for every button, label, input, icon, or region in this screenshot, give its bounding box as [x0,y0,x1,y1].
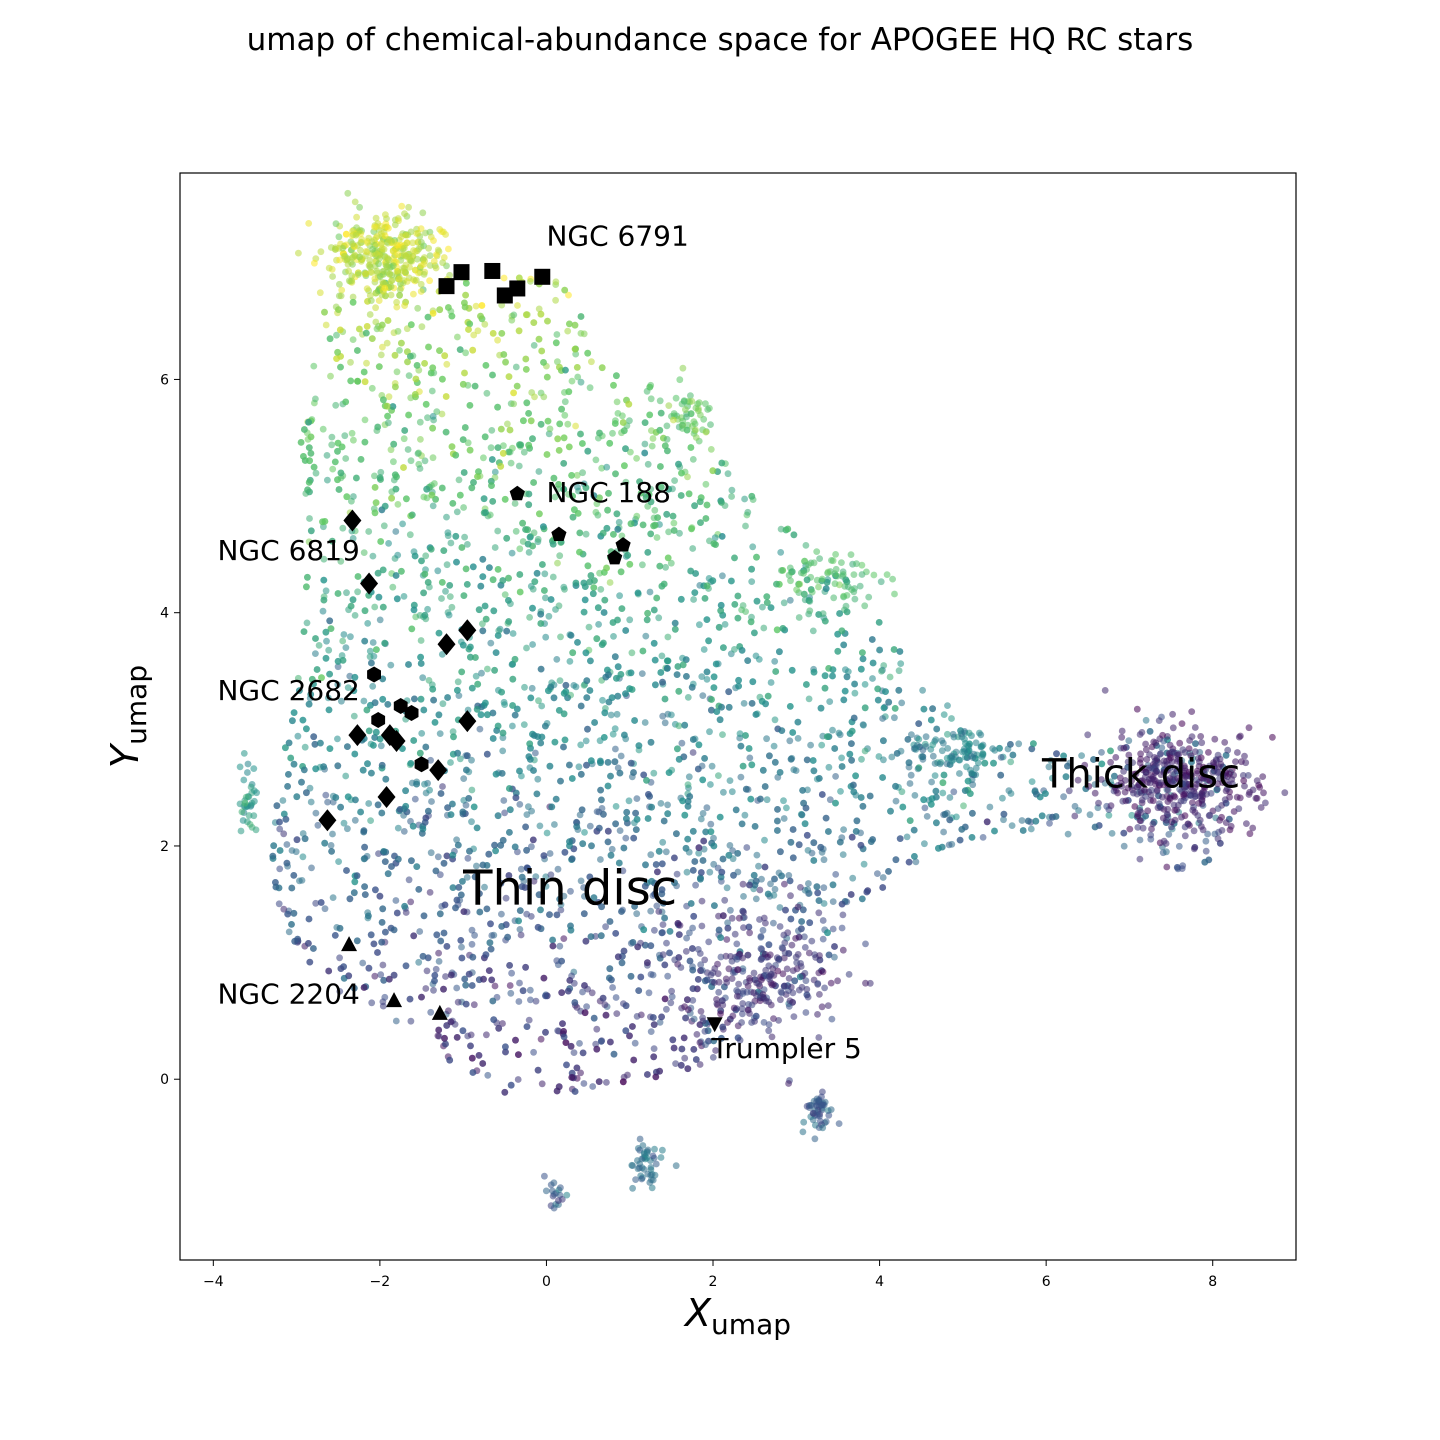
y-axis-label: Yumap [103,665,153,768]
trumpler-5-label: Trumpler 5 [710,1032,862,1065]
ngc-6819-marker [318,809,337,832]
ngc-2682-marker [393,698,408,714]
background-star-cloud [236,189,1289,1212]
ngc-6819-marker [458,710,477,733]
ngc-188-marker [509,485,525,501]
ngc-2682-marker [367,666,381,683]
ngc-2682-marker [371,712,386,728]
x-tick-label: −2 [370,1274,391,1290]
thin-disc-label: Thin disc [462,860,677,916]
ngc-6819-marker [360,572,379,595]
ngc-6819-label: NGC 6819 [217,534,359,567]
ngc-6819-marker [377,785,396,808]
x-tick-label: 2 [709,1274,718,1290]
ngc-2204-label: NGC 2204 [217,977,359,1010]
x-tick-label: −4 [203,1274,224,1290]
ngc-6791-marker [453,264,470,281]
ngc-6819-marker [387,729,406,752]
x-tick-label: 0 [542,1274,551,1290]
ngc-6791-label: NGC 6791 [546,219,688,252]
ngc-2682-marker [404,705,419,721]
ngc-6791-marker [438,278,455,295]
ngc-2204-marker [341,936,358,952]
y-tick-label: 0 [160,1072,169,1088]
ngc-6819-marker [437,633,456,656]
ngc-2682-marker [414,756,429,773]
ngc-2204-marker [431,1004,448,1020]
y-tick-label: 2 [160,839,169,855]
chart-title: umap of chemical-abundance space for APO… [246,22,1194,58]
y-tick-label: 6 [160,372,169,388]
ngc-188-marker [551,526,567,541]
ngc-188-marker [615,537,631,552]
trumpler-5-marker [706,1017,723,1033]
ngc-6819-marker [343,509,362,532]
x-tick-label: 4 [875,1274,884,1290]
ngc-6791-marker [509,280,526,297]
ngc-6819-marker [458,619,477,642]
ngc-6819-marker [429,759,448,782]
x-tick-label: 8 [1208,1274,1217,1290]
x-axis-label: Xumap [683,1291,791,1341]
plot-frame [179,172,1297,1261]
thick-disc-label: Thick disc [1041,752,1240,798]
ngc-188-label: NGC 188 [546,476,671,509]
ngc-6791-marker [496,287,513,304]
x-tick-label: 6 [1042,1274,1051,1290]
ngc-188-marker [607,549,623,565]
ngc-6819-marker [348,724,367,747]
ngc-6791-marker [484,262,501,279]
ngc-2682-label: NGC 2682 [217,674,359,707]
y-tick-label: 4 [160,606,169,622]
ngc-6791-marker [534,268,551,285]
ngc-2204-marker [386,992,403,1008]
